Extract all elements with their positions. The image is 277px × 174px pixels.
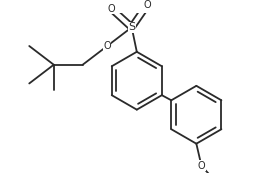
- Text: O: O: [103, 41, 111, 51]
- Text: S: S: [128, 22, 135, 32]
- Text: O: O: [143, 0, 151, 10]
- Text: O: O: [107, 4, 115, 14]
- Text: O: O: [198, 161, 205, 171]
